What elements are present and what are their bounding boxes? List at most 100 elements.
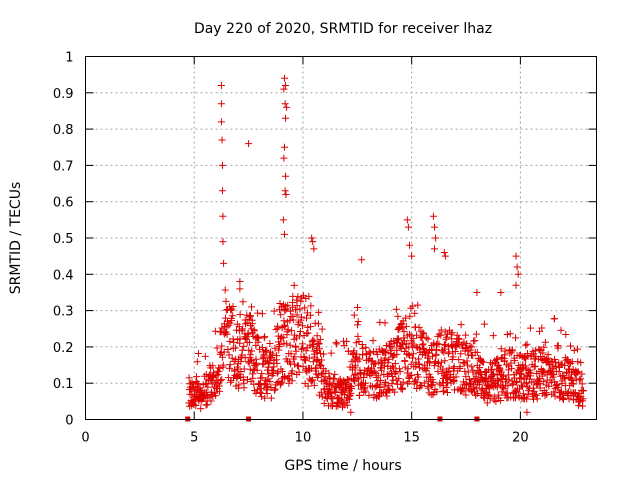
data-point bbox=[565, 359, 573, 367]
data-point bbox=[389, 352, 397, 360]
data-point bbox=[498, 388, 506, 396]
y-tick-label: 0.9 bbox=[53, 87, 74, 102]
data-point bbox=[518, 381, 526, 389]
data-point bbox=[261, 333, 269, 341]
data-point bbox=[395, 365, 403, 373]
data-point bbox=[226, 361, 234, 369]
data-point bbox=[307, 323, 315, 331]
data-point bbox=[388, 362, 396, 370]
data-point bbox=[462, 373, 470, 381]
data-point bbox=[239, 325, 247, 333]
data-point bbox=[354, 332, 362, 340]
data-point bbox=[518, 370, 526, 378]
data-point bbox=[253, 359, 261, 367]
data-point bbox=[409, 335, 417, 343]
data-point bbox=[381, 354, 389, 362]
data-point bbox=[441, 357, 449, 365]
data-point bbox=[431, 223, 439, 231]
data-point bbox=[438, 358, 446, 366]
data-point bbox=[367, 349, 375, 357]
data-point bbox=[522, 379, 530, 387]
data-point bbox=[474, 390, 482, 398]
data-point bbox=[318, 356, 326, 364]
data-point bbox=[480, 320, 488, 328]
chart-title: Day 220 of 2020, SRMTID for receiver lha… bbox=[194, 21, 492, 37]
data-point bbox=[289, 298, 297, 306]
data-point bbox=[309, 238, 317, 246]
data-point bbox=[362, 344, 370, 352]
data-point bbox=[318, 325, 326, 333]
data-point bbox=[280, 85, 288, 93]
data-point bbox=[401, 357, 409, 365]
data-point bbox=[406, 312, 414, 320]
data-point bbox=[310, 245, 318, 253]
data-point bbox=[531, 390, 539, 398]
data-point bbox=[404, 223, 412, 231]
data-point bbox=[354, 303, 362, 311]
data-point bbox=[455, 335, 463, 343]
data-point bbox=[225, 351, 233, 359]
data-point bbox=[472, 330, 480, 338]
data-point bbox=[273, 369, 281, 377]
data-point bbox=[383, 392, 391, 400]
x-tick-labels: 0 5 10 15 20 bbox=[81, 431, 528, 446]
data-point bbox=[391, 360, 399, 368]
data-point bbox=[497, 288, 505, 296]
data-point bbox=[289, 316, 297, 324]
data-point bbox=[541, 338, 549, 346]
data-point bbox=[221, 286, 229, 294]
data-point bbox=[434, 368, 442, 376]
data-point bbox=[408, 371, 416, 379]
data-point bbox=[533, 395, 541, 403]
data-point bbox=[415, 323, 423, 331]
data-point bbox=[297, 316, 305, 324]
data-point bbox=[554, 342, 562, 350]
data-point bbox=[293, 311, 301, 319]
y-tick-labels: 0 0.1 0.2 0.3 0.4 0.5 0.6 0.7 0.8 0.9 1 bbox=[53, 51, 74, 429]
data-point bbox=[439, 365, 447, 373]
data-point bbox=[220, 259, 228, 267]
data-point bbox=[201, 352, 209, 360]
data-point bbox=[307, 302, 315, 310]
data-point bbox=[452, 373, 460, 381]
data-point bbox=[308, 234, 316, 242]
data-point bbox=[218, 342, 226, 350]
data-point bbox=[384, 359, 392, 367]
data-point bbox=[242, 320, 250, 328]
data-point bbox=[298, 313, 306, 321]
data-point bbox=[508, 364, 516, 372]
data-point bbox=[545, 382, 553, 390]
data-point bbox=[247, 312, 255, 320]
data-point bbox=[536, 384, 544, 392]
data-point bbox=[503, 330, 511, 338]
data-point bbox=[441, 341, 449, 349]
data-point bbox=[250, 327, 258, 335]
data-point bbox=[388, 380, 396, 388]
grid-lines bbox=[85, 56, 597, 420]
data-point bbox=[375, 393, 383, 401]
data-point bbox=[526, 324, 534, 332]
data-point bbox=[301, 304, 309, 312]
data-point bbox=[296, 328, 304, 336]
data-point bbox=[577, 359, 585, 367]
data-point bbox=[413, 378, 421, 386]
data-point bbox=[327, 349, 335, 357]
data-point bbox=[209, 362, 217, 370]
data-point bbox=[281, 321, 289, 329]
data-point bbox=[444, 350, 452, 358]
y-axis-label: SRMTID / TECUs bbox=[8, 182, 24, 295]
data-point bbox=[283, 331, 291, 339]
data-point bbox=[326, 389, 334, 397]
data-point bbox=[439, 347, 447, 355]
data-point bbox=[381, 348, 389, 356]
data-point bbox=[365, 391, 373, 399]
data-point bbox=[567, 342, 575, 350]
data-point bbox=[513, 263, 521, 271]
x-tick-label: 20 bbox=[512, 431, 529, 446]
data-point bbox=[291, 360, 299, 368]
data-point bbox=[524, 391, 532, 399]
data-point bbox=[236, 285, 244, 293]
data-point bbox=[414, 301, 422, 309]
data-point bbox=[385, 355, 393, 363]
data-point bbox=[298, 340, 306, 348]
